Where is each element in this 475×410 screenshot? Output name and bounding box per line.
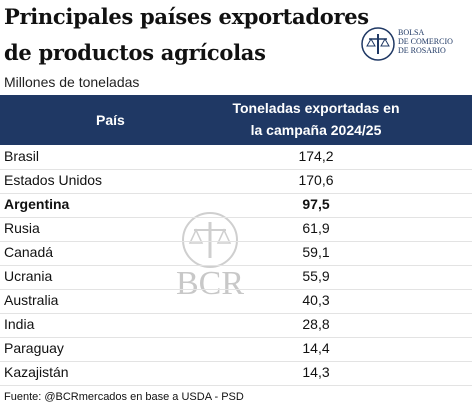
table-row: Canadá 59,1 xyxy=(0,241,472,266)
logo-text: BOLSA DE COMERCIO DE ROSARIO xyxy=(398,28,453,55)
header-cell: la campaña 2024/25 xyxy=(250,122,382,138)
table-row: Estados Unidos 170,6 xyxy=(0,169,472,194)
header-cell: País xyxy=(96,112,125,128)
country-cell: Kazajistán xyxy=(4,364,69,380)
country-cell: Australia xyxy=(4,292,59,308)
logo-line: BOLSA xyxy=(398,28,425,37)
table-header: País Toneladas exportadas en la campaña … xyxy=(0,95,472,145)
table-row: Ucrania 55,9 xyxy=(0,265,472,290)
table-row: Paraguay 14,4 xyxy=(0,337,472,362)
value-cell: 55,9 xyxy=(302,268,330,284)
value-cell: 59,1 xyxy=(302,244,330,260)
logo-line: DE ROSARIO xyxy=(398,46,446,55)
value-cell: 14,3 xyxy=(302,364,330,380)
country-cell: Canadá xyxy=(4,244,54,260)
country-cell: Brasil xyxy=(4,148,40,164)
table-row: Australia 40,3 xyxy=(0,289,472,314)
country-cell: Argentina xyxy=(4,196,70,212)
country-cell: Estados Unidos xyxy=(4,172,103,188)
value-cell: 174,2 xyxy=(298,148,334,164)
value-cell: 61,9 xyxy=(302,220,330,236)
table-row: Rusia 61,9 xyxy=(0,217,472,242)
title: Principales países exportadores xyxy=(4,4,369,29)
table-row: India 28,8 xyxy=(0,313,472,338)
table-row: Brasil 174,2 xyxy=(0,145,472,170)
value-cell: 97,5 xyxy=(302,196,330,212)
source: Fuente: @BCRmercados en base a USDA - PS… xyxy=(4,391,244,403)
value-cell: 170,6 xyxy=(298,172,334,188)
title: de productos agrícolas xyxy=(4,40,266,65)
logo-icon xyxy=(361,27,395,61)
table-row: Argentina 97,5 xyxy=(0,193,472,218)
country-cell: Rusia xyxy=(4,220,40,236)
country-cell: Ucrania xyxy=(4,268,53,284)
country-cell: Paraguay xyxy=(4,340,64,356)
value-cell: 28,8 xyxy=(302,316,330,332)
header-cell: Toneladas exportadas en xyxy=(232,100,400,116)
table-row: Kazajistán 14,3 xyxy=(0,361,472,386)
country-cell: India xyxy=(4,316,35,332)
value-cell: 40,3 xyxy=(302,292,330,308)
watermark: BCR xyxy=(175,265,245,302)
watermark-icon xyxy=(182,212,238,268)
value-cell: 14,4 xyxy=(302,340,330,356)
subtitle: Millones de toneladas xyxy=(4,74,140,90)
logo-line: DE COMERCIO xyxy=(398,37,453,46)
